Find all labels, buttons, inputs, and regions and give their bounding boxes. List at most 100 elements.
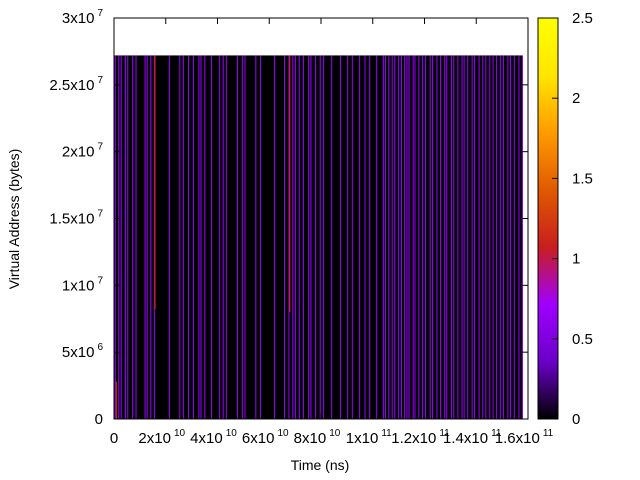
- heatmap-stripe: [444, 55, 446, 419]
- heatmap-stripe: [364, 55, 366, 419]
- heatmap-stripe: [478, 55, 480, 419]
- heatmap-stripe: [273, 55, 276, 419]
- heatmap-stripe: [412, 55, 414, 419]
- heatmap-hot-mark: [154, 55, 156, 310]
- heatmap-stripe: [204, 55, 206, 419]
- heatmap-stripe: [347, 55, 349, 419]
- heatmap-stripe: [473, 55, 476, 419]
- heatmap-stripe: [376, 55, 378, 419]
- heatmap-region: [114, 55, 523, 419]
- heatmap-stripe: [283, 55, 286, 419]
- heatmap-stripe: [440, 55, 442, 419]
- heatmap-stripe: [388, 55, 390, 419]
- colorbar-tick-label: 0: [572, 411, 580, 428]
- heatmap-stripe: [198, 55, 200, 419]
- heatmap-stripe: [211, 55, 213, 419]
- y-tick-label: 0: [95, 411, 103, 428]
- heatmap-stripe: [471, 55, 473, 419]
- heatmap-stripe: [359, 55, 361, 419]
- x-tick-label: 1.6x10 11: [495, 428, 554, 447]
- y-axis: 0 5x10 6 1x10 7 1.5x10 7 2x10 7 2.5x10 7 3x10 7: [49, 8, 528, 428]
- heatmap-stripe: [222, 55, 224, 419]
- heatmap-stripe: [446, 55, 448, 419]
- heatmap-stripe: [509, 55, 511, 419]
- heatmap-stripe: [114, 55, 116, 419]
- heatmap-stripe: [418, 55, 420, 419]
- colorbar-tick-label: 0.5: [572, 331, 593, 348]
- heatmap-stripe: [331, 55, 333, 419]
- heatmap-stripe: [492, 55, 494, 419]
- heatmap-stripe: [394, 55, 396, 419]
- heatmap-stripe: [453, 55, 455, 419]
- heatmap-stripe: [482, 55, 484, 419]
- heatmap-stripe: [351, 55, 353, 419]
- heatmap-stripe: [292, 55, 294, 419]
- heatmap-stripe: [124, 55, 126, 419]
- heatmap-stripe: [382, 55, 384, 419]
- x-tick-label: 0: [110, 430, 118, 447]
- heatmap-stripe: [461, 55, 463, 419]
- heatmap-stripe: [200, 55, 202, 419]
- colorbar-tick-label: 1: [572, 251, 580, 268]
- heatmap-stripe: [339, 55, 341, 419]
- heatmap-stripe: [241, 55, 243, 419]
- colorbar-tick-label: 2: [572, 90, 580, 107]
- heatmap-stripe: [225, 55, 227, 419]
- y-tick-label: 2x10 7: [62, 142, 104, 161]
- x-tick-label: 1x10 11: [346, 428, 392, 447]
- y-tick-label: 1x10 7: [62, 275, 104, 294]
- heatmap-stripe: [502, 55, 505, 419]
- heatmap-stripe: [518, 55, 520, 419]
- heatmap-stripe: [132, 55, 134, 419]
- heatmap-stripe: [450, 55, 452, 419]
- y-tick-label: 2.5x10 7: [49, 75, 103, 94]
- heatmap-stripe: [485, 55, 487, 419]
- heatmap-stripe: [120, 55, 122, 419]
- heatmap-stripe: [369, 55, 371, 419]
- heatmap-stripe: [192, 55, 195, 419]
- heatmap-stripe: [168, 55, 170, 419]
- heatmap-stripe: [298, 55, 300, 419]
- heatmap-stripe: [432, 55, 434, 419]
- heatmap-stripe: [397, 55, 399, 419]
- x-axis: 0 2x10 10 4x10 10 6x10 10 8x10 10 1x10 11 1.2x10 111…: [110, 18, 554, 447]
- heatmap-stripe: [436, 55, 438, 419]
- heatmap-stripe: [315, 55, 317, 419]
- heatmap-stripe: [414, 55, 416, 419]
- heatmap-stripe: [146, 55, 148, 419]
- plot-area: [114, 55, 523, 419]
- x-axis-label: Time (ns): [291, 457, 350, 473]
- heatmap-stripe: [144, 55, 146, 419]
- heatmap-stripe: [513, 55, 515, 419]
- heatmap-stripe: [429, 55, 431, 419]
- heatmap-stripe: [408, 55, 410, 419]
- heatmap-stripe: [400, 55, 403, 419]
- heatmap-stripe: [499, 55, 501, 419]
- heatmap-stripe: [150, 55, 152, 419]
- colorbar-axis: 0 0.5 1 1.5 2 2.5: [552, 10, 593, 428]
- heatmap-stripe: [244, 55, 246, 419]
- heatmap-stripe: [495, 55, 498, 419]
- colorbar-tick-label: 2.5: [572, 10, 593, 27]
- heatmap-stripe: [255, 55, 257, 419]
- heatmap-stripe: [406, 55, 408, 419]
- y-axis-label: Virtual Address (bytes): [6, 149, 22, 290]
- x-tick-label: 2x10 10: [138, 428, 185, 447]
- heatmap-stripe: [404, 55, 406, 419]
- heatmap-stripe: [507, 55, 509, 419]
- heatmap-stripe: [319, 55, 321, 419]
- heatmap-stripe: [489, 55, 491, 419]
- heatmap-stripe: [236, 55, 239, 419]
- y-tick-label: 3x10 7: [62, 8, 104, 27]
- heatmap-stripe: [135, 55, 137, 419]
- heatmap-hot-mark: [289, 55, 291, 313]
- heatmap-stripe: [463, 55, 465, 419]
- heatmap-stripe: [384, 55, 387, 419]
- x-tick-label: 1.2x10 11: [391, 428, 450, 447]
- x-tick-label: 6x10 10: [242, 428, 289, 447]
- heatmap-stripe: [323, 55, 325, 419]
- heatmap-stripe: [467, 55, 469, 419]
- heatmap-stripe: [188, 55, 190, 419]
- x-tick-label: 4x10 10: [190, 428, 237, 447]
